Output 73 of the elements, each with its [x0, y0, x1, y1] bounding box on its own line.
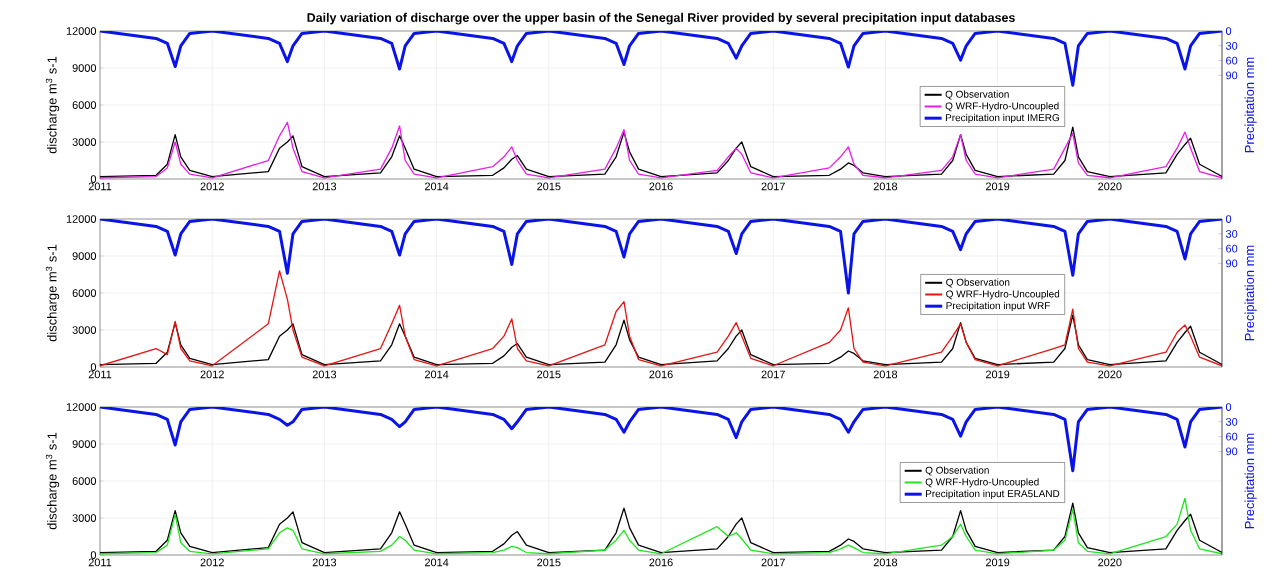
- x-tick-label: 2013: [312, 182, 337, 191]
- y2-tick-label: 60: [1226, 244, 1238, 253]
- y-tick-label: 0: [90, 363, 97, 371]
- y2-tick-label: 90: [1226, 71, 1238, 80]
- y2-tick-label: 0: [1225, 27, 1232, 35]
- chart-title: Daily variation of discharge over the upper basin of the Senegal River provided by several precipitation input databases: [307, 12, 1015, 25]
- y-tick-label: 3000: [72, 138, 97, 146]
- x-tick-label: 2011: [88, 370, 112, 379]
- legend-label: Precipitation input WRF: [946, 301, 1050, 312]
- x-tick-label: 2012: [200, 558, 224, 567]
- legend-label: Q WRF-Hydro-Uncoupled: [946, 290, 1060, 300]
- y2-axis-title: Precipitation mm: [1244, 57, 1257, 153]
- y-tick-label: 6000: [72, 289, 97, 297]
- x-tick-label: 2011: [88, 558, 112, 567]
- y-tick-label: 3000: [72, 514, 97, 522]
- y2-tick-label: 60: [1226, 56, 1238, 65]
- y-tick-label: 9000: [72, 64, 97, 72]
- legend-label: Precipitation input ERA5LAND: [925, 489, 1060, 500]
- x-tick-label: 2013: [312, 370, 337, 379]
- x-tick-label: 2013: [312, 558, 337, 567]
- y-tick-label: 0: [90, 551, 97, 559]
- x-tick-label: 2015: [537, 182, 561, 191]
- legend-label: Q Observation: [945, 90, 1009, 100]
- y-tick-label: 6000: [72, 101, 97, 109]
- x-tick-label: 2016: [649, 558, 673, 567]
- y2-tick-label: 30: [1225, 417, 1238, 426]
- y-tick-label: 9000: [72, 252, 97, 260]
- x-tick-label: 2018: [873, 370, 898, 379]
- legend-label: Q Observation: [925, 466, 989, 476]
- x-tick-label: 2017: [761, 370, 785, 379]
- y-axis-title: discharge m$^{3}$ s-1: [45, 56, 60, 154]
- legend-label: Q Observation: [946, 278, 1010, 288]
- y-tick-label: 12000: [66, 403, 97, 411]
- x-tick-label: 2019: [985, 182, 1010, 191]
- x-tick-label: 2019: [985, 370, 1010, 379]
- y2-axis-title: Precipitation mm: [1244, 433, 1257, 529]
- y-axis-title: discharge m$^{3}$ s-1: [45, 432, 60, 530]
- y-tick-label: 6000: [72, 477, 97, 485]
- y-tick-label: 12000: [66, 27, 97, 35]
- y2-tick-label: 60: [1226, 432, 1238, 441]
- x-tick-label: 2012: [200, 182, 224, 191]
- x-tick-label: 2018: [873, 182, 898, 191]
- x-tick-label: 2016: [649, 182, 673, 191]
- y-axis-title: discharge m$^{3}$ s-1: [45, 244, 60, 342]
- x-tick-label: 2011: [88, 182, 112, 191]
- x-tick-label: 2018: [873, 558, 898, 567]
- y2-tick-label: 90: [1226, 447, 1238, 456]
- y2-tick-label: 0: [1225, 215, 1232, 223]
- y2-tick-label: 90: [1226, 259, 1238, 268]
- y-tick-label: 3000: [72, 326, 97, 334]
- legend-label: Precipitation input IMERG: [945, 113, 1059, 124]
- x-tick-label: 2015: [537, 370, 561, 379]
- x-tick-label: 2016: [649, 370, 673, 379]
- y2-tick-label: 30: [1225, 41, 1238, 50]
- x-tick-label: 2020: [1098, 182, 1122, 191]
- y-tick-label: 9000: [72, 440, 97, 448]
- legend-label: Q WRF-Hydro-Uncoupled: [945, 102, 1059, 112]
- x-tick-label: 2014: [424, 558, 449, 567]
- y2-tick-label: 0: [1225, 403, 1232, 411]
- x-tick-label: 2014: [424, 370, 449, 379]
- x-tick-label: 2017: [761, 182, 785, 191]
- x-tick-label: 2020: [1098, 370, 1122, 379]
- x-tick-label: 2014: [424, 182, 449, 191]
- legend-label: Q WRF-Hydro-Uncoupled: [925, 478, 1039, 488]
- y2-tick-label: 30: [1225, 229, 1238, 238]
- y-tick-label: 12000: [66, 215, 97, 223]
- x-tick-label: 2012: [200, 370, 224, 379]
- y-tick-label: 0: [90, 175, 97, 183]
- x-tick-label: 2019: [985, 558, 1010, 567]
- x-tick-label: 2020: [1098, 558, 1122, 567]
- y2-axis-title: Precipitation mm: [1244, 245, 1257, 341]
- x-tick-label: 2017: [761, 558, 785, 567]
- x-tick-label: 2015: [537, 558, 561, 567]
